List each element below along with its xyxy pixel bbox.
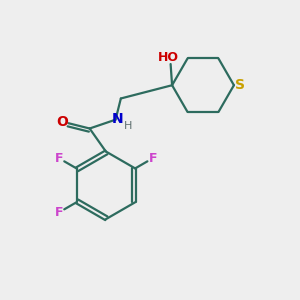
Text: HO: HO	[158, 51, 179, 64]
Text: F: F	[54, 206, 63, 219]
Text: F: F	[54, 152, 63, 165]
Text: O: O	[57, 115, 68, 129]
Text: N: N	[112, 112, 124, 126]
Text: S: S	[236, 78, 245, 92]
Text: H: H	[124, 121, 132, 131]
Text: F: F	[149, 152, 157, 165]
